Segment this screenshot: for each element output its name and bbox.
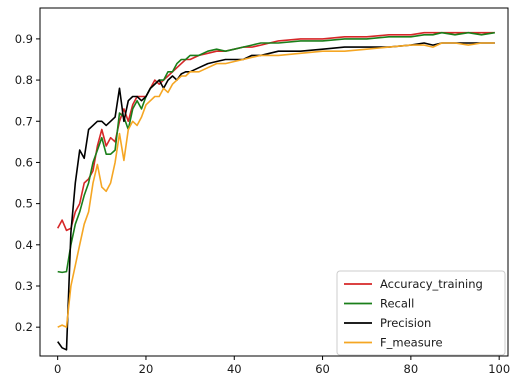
y-tick-label: 0.8 [15, 73, 33, 87]
legend-label: Recall [380, 297, 414, 311]
y-tick-label: 0.3 [15, 279, 33, 293]
y-tick-label: 0.5 [15, 197, 33, 211]
legend: Accuracy_training Recall Precision F_measur… [336, 270, 506, 356]
x-tick-label: 100 [488, 362, 510, 376]
legend-label: Accuracy_training [380, 277, 483, 291]
x-tick-label: 80 [404, 362, 419, 376]
y-tick-label: 0.6 [15, 155, 33, 169]
x-tick-label: 0 [54, 362, 61, 376]
y-tick-label: 0.7 [15, 114, 33, 128]
series-line-precision [57, 42, 495, 351]
y-tick-label: 0.4 [15, 238, 33, 252]
axis-ticks: 0 20 40 60 80 100 0.2 0.3 0.4 0.5 0.6 0.7 0.8 0.9 [15, 32, 510, 376]
legend-label: F_measure [380, 336, 443, 350]
series-line-accuracy-training [56, 31, 495, 232]
legend-label: Precision [380, 316, 431, 330]
y-tick-label: 0.9 [15, 32, 33, 46]
x-tick-label: 40 [227, 362, 242, 376]
x-tick-label: 60 [315, 362, 330, 376]
legend-box [336, 270, 506, 356]
plot-lines [56, 31, 495, 351]
series-line-f-measure [57, 42, 495, 329]
x-tick-label: 20 [139, 362, 154, 376]
y-tick-label: 0.2 [15, 320, 33, 334]
plot-frame [39, 7, 509, 357]
series-line-recall [57, 31, 495, 274]
